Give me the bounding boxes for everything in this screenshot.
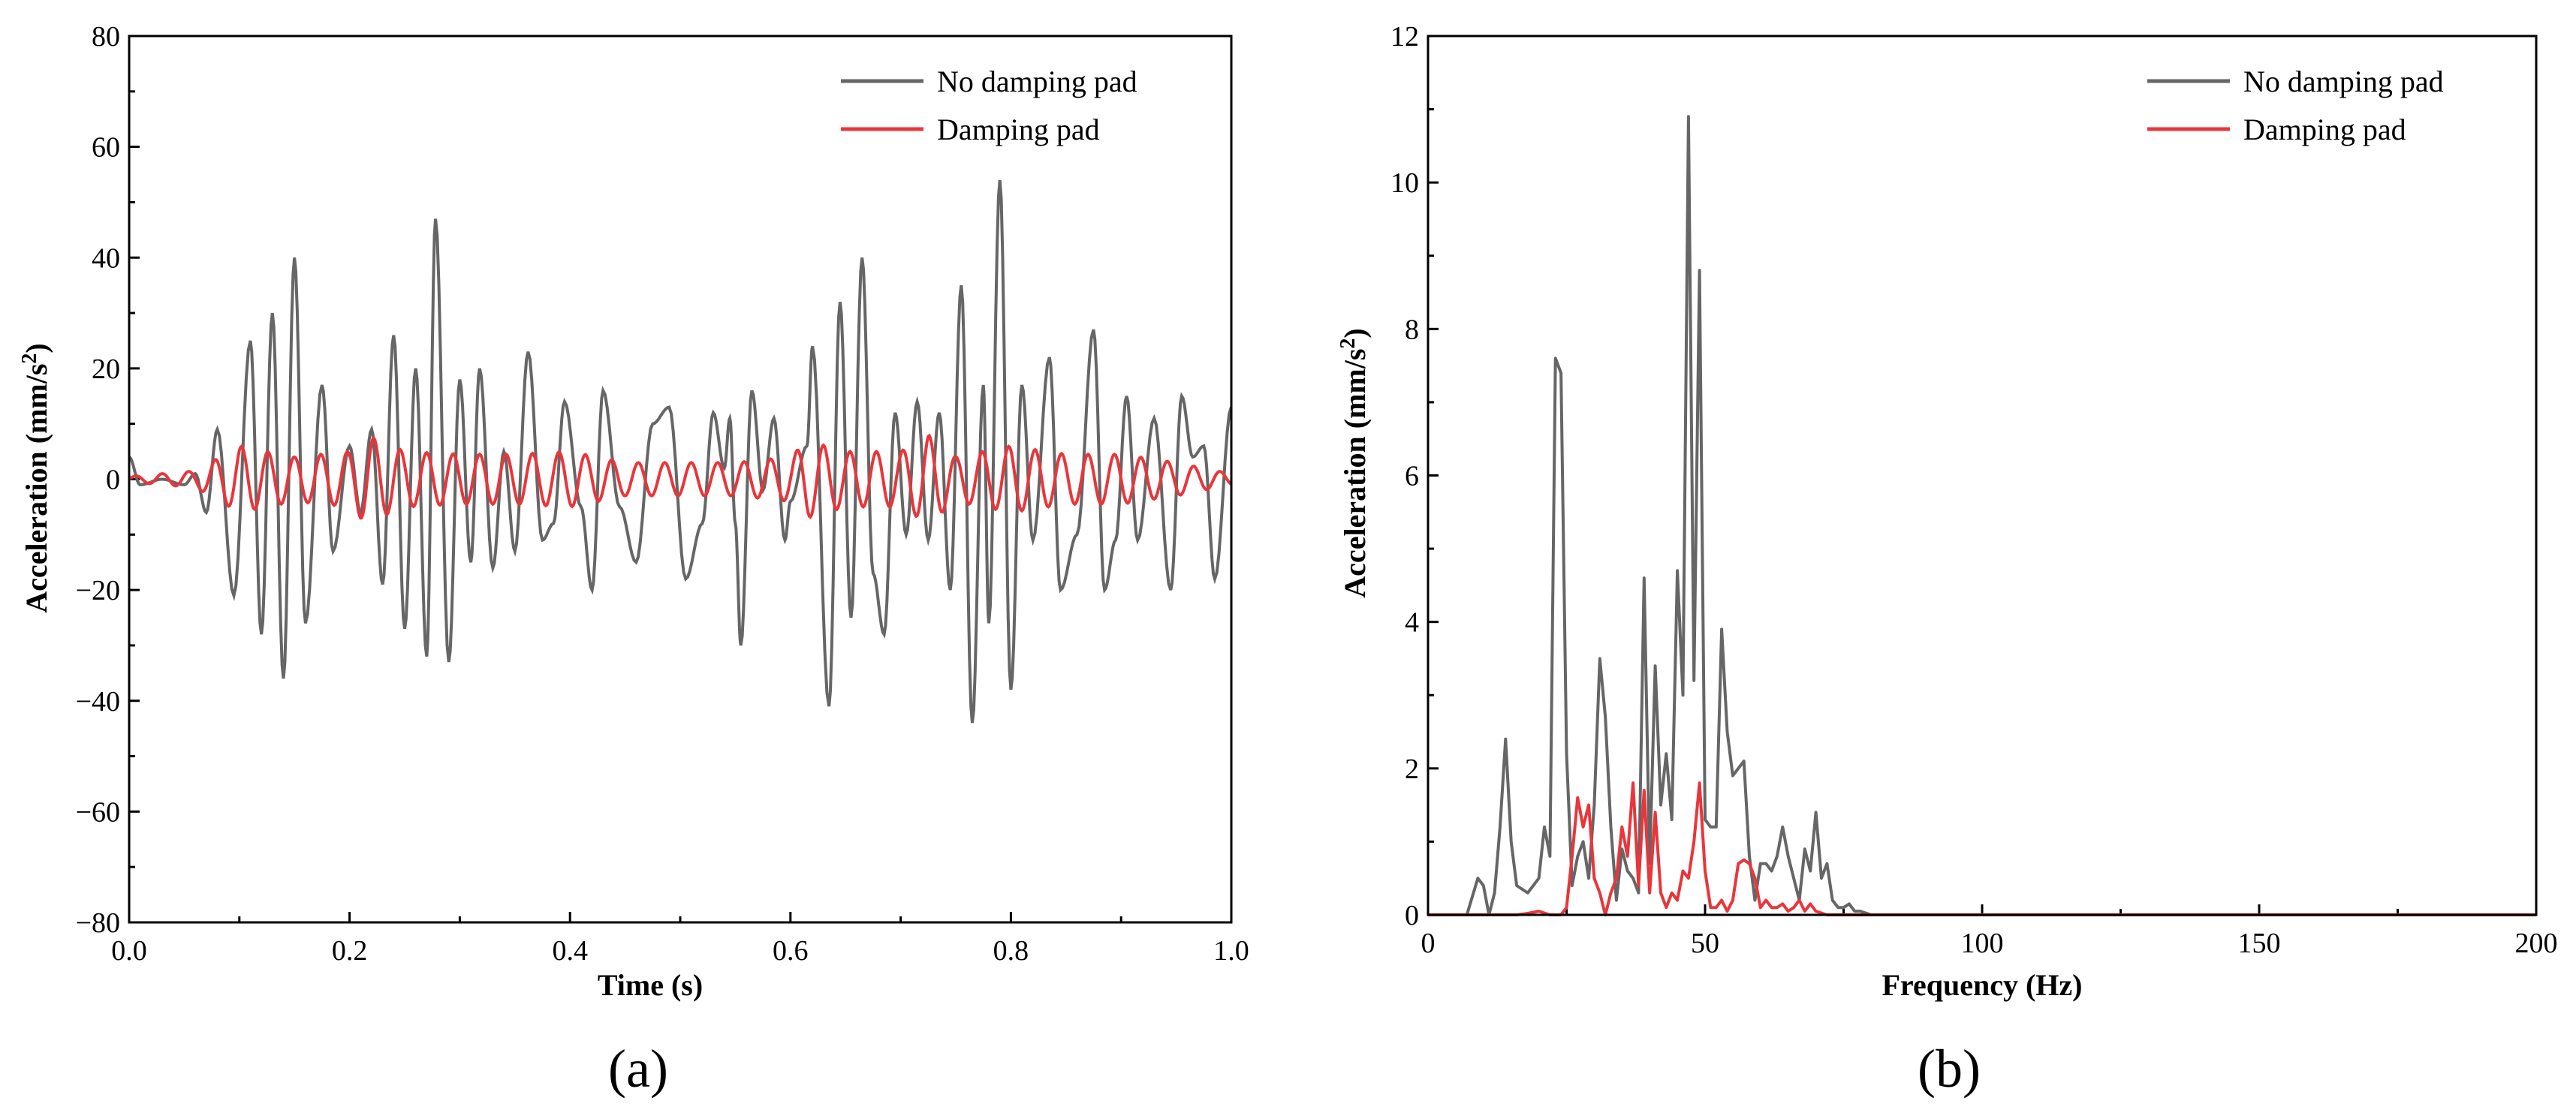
- y-tick-label: 0: [1405, 900, 1419, 931]
- y-tick-label: −60: [76, 796, 120, 828]
- panel-b-legend: No damping pad Damping pad: [2147, 65, 2444, 146]
- x-tick-label: 0.0: [111, 935, 147, 967]
- panel-b-label: (b): [1918, 1039, 1981, 1099]
- x-tick-label: 200: [2515, 928, 2558, 959]
- panel-b-ticks: 0 50 100 150 200 0 2 4 6 8 10 12: [1390, 21, 2558, 959]
- legend-label-damping: Damping pad: [937, 113, 1100, 146]
- x-tick-label: 0.4: [552, 935, 588, 967]
- x-tick-label: 150: [2238, 928, 2281, 959]
- panel-b-series: [1428, 115, 2536, 916]
- panel-b-y-axis-title: Acceleration (mm/s2): [1336, 328, 1372, 597]
- y-tick-label: 12: [1390, 21, 1419, 53]
- panel-a-plot-frame: [128, 35, 1233, 924]
- x-tick-label: 0.6: [773, 935, 809, 967]
- y-tick-label: 10: [1390, 167, 1419, 199]
- panel-a-label: (a): [608, 1039, 668, 1099]
- series-no-damping-pad: [1428, 115, 2536, 916]
- panel-b-plot-frame: [1427, 35, 2538, 916]
- y-tick-label: 0: [106, 465, 120, 496]
- legend-label-no-damping: No damping pad: [2243, 65, 2444, 98]
- x-tick-label: 0.8: [993, 935, 1029, 967]
- y-tick-label: 40: [92, 242, 120, 274]
- x-tick-label: 0: [1421, 928, 1436, 959]
- y-tick-label: 4: [1405, 607, 1419, 639]
- panel-a-chart: 0.0 0.2 0.4 0.6 0.8 1.0−80−60−40−20020406080 …: [18, 21, 1249, 1099]
- y-tick-label: 60: [92, 132, 120, 164]
- y-tick-label: 20: [92, 353, 120, 385]
- series-damping-pad: [129, 433, 1231, 520]
- panel-a-legend: No damping pad Damping pad: [841, 65, 1137, 146]
- y-tick-label: 80: [92, 21, 120, 53]
- panel-a-x-axis-title: Time (s): [598, 968, 703, 1002]
- x-tick-label: 100: [1961, 928, 2004, 959]
- y-tick-label: 6: [1405, 461, 1419, 492]
- x-tick-label: 0.2: [332, 935, 368, 967]
- legend-label-no-damping: No damping pad: [937, 65, 1137, 98]
- panel-b-chart: 0 50 100 150 200 0 2 4 6 8 10 12 No damping pad Dam…: [1336, 21, 2558, 1099]
- panel-a-y-axis-title: Acceleration (mm/s2): [18, 343, 53, 612]
- y-tick-label: 2: [1405, 754, 1419, 785]
- y-tick-label: 8: [1405, 314, 1419, 345]
- y-tick-label: −80: [76, 907, 120, 939]
- x-tick-label: 50: [1691, 928, 1719, 959]
- series-damping-pad: [1428, 781, 2536, 916]
- series-no-damping-pad: [129, 179, 1231, 723]
- y-tick-label: −20: [76, 575, 120, 606]
- x-tick-label: 1.0: [1213, 935, 1249, 967]
- y-tick-label: −40: [76, 686, 120, 717]
- legend-label-damping: Damping pad: [2243, 113, 2406, 146]
- panel-a-ticks: 0.0 0.2 0.4 0.6 0.8 1.0 −80 −60 −40 −20 0 20 40 60 80: [76, 21, 1249, 967]
- panel-b-x-axis-title: Frequency (Hz): [1882, 968, 2083, 1002]
- panel-a-series: [129, 179, 1231, 723]
